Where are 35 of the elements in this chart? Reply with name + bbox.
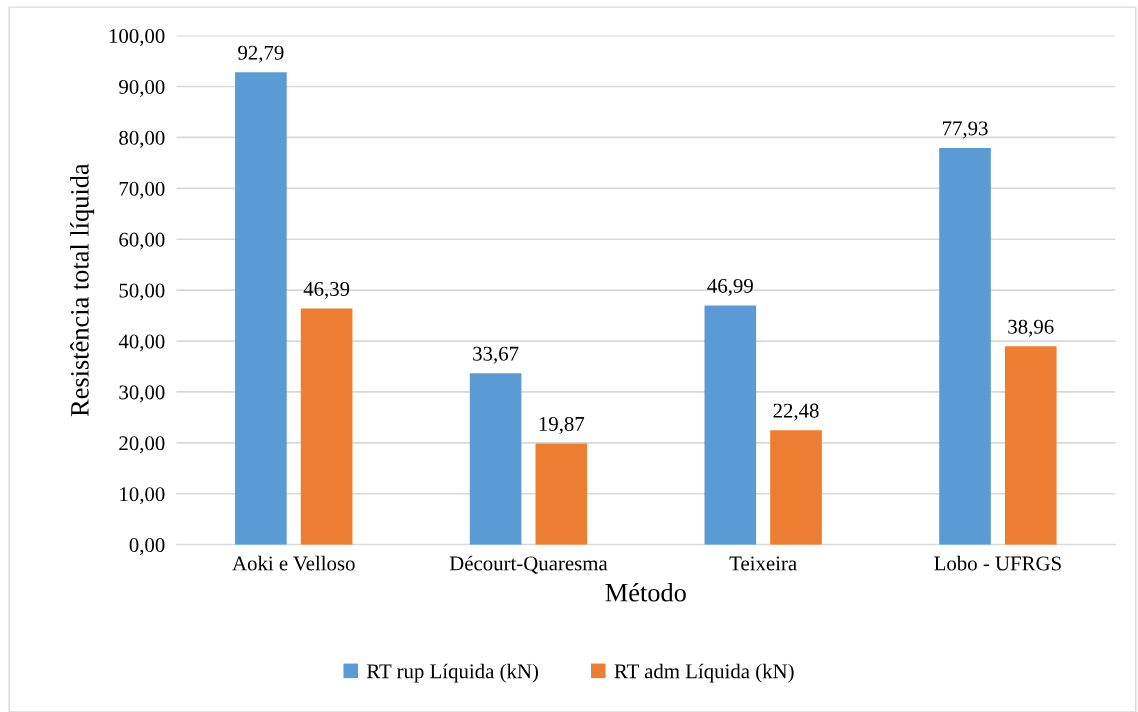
y-tick-label: 60,00 [119,232,165,250]
data-label: 77,93 [942,121,988,139]
y-tick-label: 20,00 [119,436,165,454]
bar [1004,346,1057,545]
bar [235,72,287,545]
bar [704,305,757,545]
data-label: 92,79 [238,45,284,63]
y-tick-label: 80,00 [119,130,165,148]
data-label: 46,99 [707,278,753,296]
legend-label: RT adm Líquida (kN) [614,663,794,683]
y-tick-label: 90,00 [119,79,165,97]
y-tick-label: 50,00 [119,283,165,301]
data-label: 46,39 [303,281,350,299]
y-tick-label: 10,00 [120,487,165,505]
y-tick-label: 30,00 [119,385,165,403]
x-tick-label: Teixeira [729,556,797,571]
bar [770,430,822,545]
y-tick-label: 40,00 [118,334,165,352]
y-tick-label: 70,00 [119,181,165,199]
legend-label: RT rup Líquida (kN) [366,663,538,683]
x-tick-label: Lobo - UFRGS [934,555,1061,571]
y-axis-title: Resistência total líquida [70,163,95,417]
bar [535,443,588,545]
data-label: 38,96 [1008,319,1054,337]
y-tick-label: 100,00 [109,28,165,47]
bar [939,147,991,545]
x-axis-title: Método [605,582,686,602]
bar [469,373,522,545]
data-label: 22,48 [773,403,819,421]
x-tick-label: Aoki e Velloso [232,555,355,571]
y-tick-label: 0,00 [129,538,165,556]
x-tick-label: Décourt-Quaresma [449,555,608,574]
data-label: 19,87 [539,416,585,434]
bar [300,308,353,545]
data-label: 33,67 [473,346,519,364]
